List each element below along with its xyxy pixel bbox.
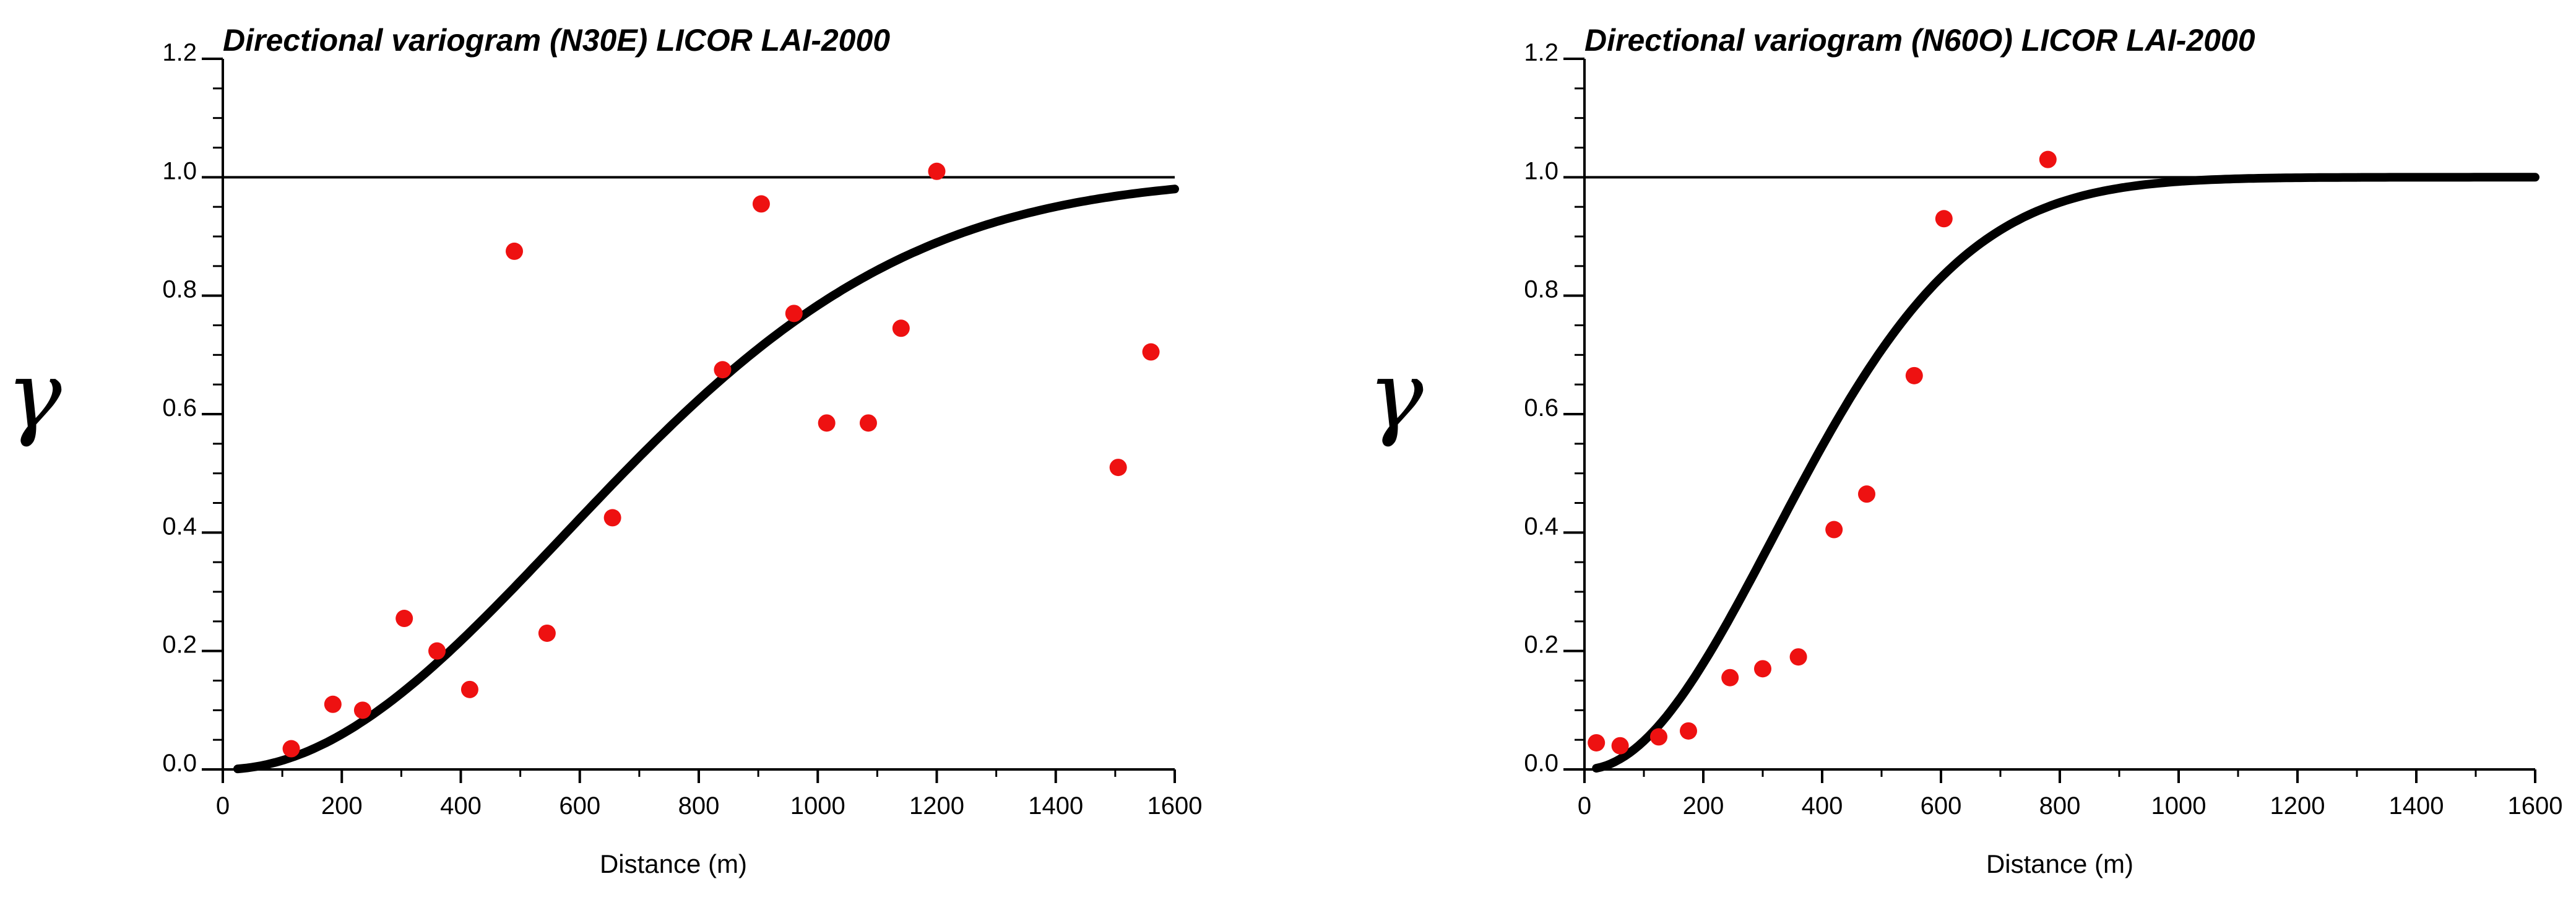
y-tick-label: 0.6 xyxy=(162,394,197,422)
data-point xyxy=(506,242,524,260)
model-curve-layer xyxy=(223,176,1179,774)
data-point xyxy=(1935,210,1953,228)
data-point xyxy=(428,642,446,660)
x-tick-label: 1400 xyxy=(2389,792,2444,820)
data-point xyxy=(2039,150,2057,168)
data-point xyxy=(1905,366,1923,384)
data-point xyxy=(1721,669,1739,686)
data-point xyxy=(603,509,621,527)
data-point xyxy=(818,414,836,432)
data-point xyxy=(324,695,342,713)
data-point xyxy=(282,740,300,758)
data-point xyxy=(1142,343,1160,361)
data-point xyxy=(1650,728,1667,746)
data-point xyxy=(1858,485,1875,503)
y-tick-label: 0.4 xyxy=(162,513,197,540)
data-point xyxy=(928,162,946,180)
y-tick-label: 1.2 xyxy=(162,39,197,66)
data-point xyxy=(1611,737,1629,755)
x-tick-label: 1600 xyxy=(2508,792,2563,820)
variogram-chart-n30e: Directional variogram (N30E) LICOR LAI-2… xyxy=(6,23,1202,878)
x-tick-label: 1600 xyxy=(1148,792,1203,820)
data-points-layer xyxy=(1588,150,2057,755)
x-tick-label: 600 xyxy=(1921,792,1962,820)
variogram-chart-n60o: Directional variogram (N60O) LICOR LAI-2… xyxy=(1368,23,2562,878)
x-axis-label: Distance (m) xyxy=(600,849,747,878)
x-tick-label: 1000 xyxy=(2151,792,2206,820)
x-tick-label: 1000 xyxy=(790,792,845,820)
data-points-layer xyxy=(282,162,1160,758)
model-curve xyxy=(233,184,1179,774)
y-tick-label: 0.4 xyxy=(1524,513,1558,540)
y-tick-label: 0.2 xyxy=(1524,631,1558,659)
x-tick-label: 800 xyxy=(2039,792,2081,820)
y-tick-label: 1.2 xyxy=(1524,39,1558,66)
data-point xyxy=(714,361,732,379)
x-tick-label: 1200 xyxy=(2270,792,2325,820)
x-tick-label: 1400 xyxy=(1028,792,1083,820)
data-point xyxy=(1825,521,1843,539)
y-tick-label: 0.2 xyxy=(162,631,197,659)
x-axis-label: Distance (m) xyxy=(1986,849,2133,878)
chart-title: Directional variogram (N30E) LICOR LAI-2… xyxy=(223,23,890,58)
x-tick-label: 1200 xyxy=(909,792,964,820)
y-tick-label: 0.6 xyxy=(1524,394,1558,422)
data-point xyxy=(538,624,556,642)
data-point xyxy=(1680,722,1697,740)
data-point xyxy=(460,680,478,698)
y-tick-label: 0.8 xyxy=(1524,276,1558,303)
axes: 0.0 0.2 0.4 0.6 0.8 1.0 1.2 0 200 400 600 800 1000 12… xyxy=(162,39,1202,820)
x-tick-label: 200 xyxy=(1683,792,1724,820)
chart-title: Directional variogram (N60O) LICOR LAI-2… xyxy=(1584,23,2255,58)
data-point xyxy=(785,305,803,323)
data-point xyxy=(1754,660,1771,678)
data-point xyxy=(1588,734,1606,751)
y-tick-label: 1.0 xyxy=(1524,157,1558,184)
x-tick-label: 400 xyxy=(1802,792,1843,820)
data-point xyxy=(1109,459,1127,477)
model-curve xyxy=(1592,173,2539,773)
data-point xyxy=(752,195,770,213)
model-curve-layer xyxy=(1584,173,2539,773)
y-tick-label: 0.8 xyxy=(162,276,197,303)
y-tick-label: 0.0 xyxy=(1524,750,1558,777)
y-axis-label-gamma: γ xyxy=(6,342,62,449)
data-point xyxy=(1789,648,1807,666)
data-point xyxy=(892,319,910,337)
x-tick-label: 0 xyxy=(1578,792,1591,820)
x-tick-label: 0 xyxy=(216,792,230,820)
data-point xyxy=(353,701,371,719)
data-point xyxy=(859,414,877,432)
x-tick-label: 200 xyxy=(321,792,363,820)
y-tick-label: 1.0 xyxy=(162,157,197,184)
x-tick-label: 600 xyxy=(559,792,600,820)
axes: 0.0 0.2 0.4 0.6 0.8 1.0 1.2 0 200 400 600 800 1000 12… xyxy=(1524,39,2562,820)
data-point xyxy=(395,610,413,628)
y-axis-label-gamma: γ xyxy=(1368,342,1424,449)
y-tick-label: 0.0 xyxy=(162,750,197,777)
x-tick-label: 400 xyxy=(440,792,482,820)
x-tick-label: 800 xyxy=(678,792,720,820)
